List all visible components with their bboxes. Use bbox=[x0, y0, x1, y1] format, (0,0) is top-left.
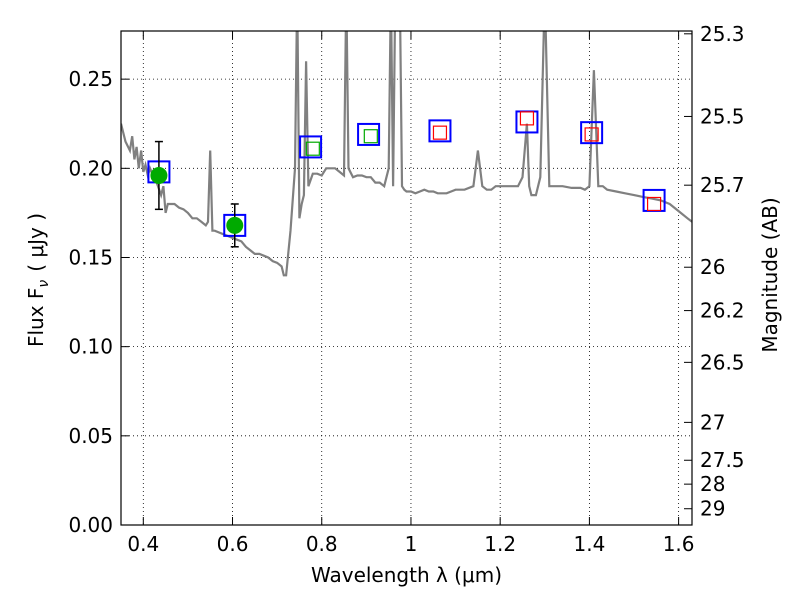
mag-tick-label: 27.5 bbox=[700, 448, 745, 472]
predicted-red-square bbox=[584, 127, 599, 142]
predicted-red-square bbox=[432, 125, 448, 140]
mag-tick-label: 25.7 bbox=[700, 173, 745, 197]
predicted-green-square bbox=[305, 141, 320, 156]
observed-point bbox=[150, 166, 168, 184]
mag-tick-label: 26.2 bbox=[700, 299, 745, 323]
y-tick-label: 0.25 bbox=[68, 67, 113, 91]
mag-tick-label: 26.5 bbox=[700, 350, 745, 374]
right-axis-title: Magnitude (AB) bbox=[758, 197, 782, 352]
y-tick-label: 0.00 bbox=[68, 513, 113, 537]
model-photometry-square bbox=[580, 121, 604, 145]
model-photometry-square bbox=[299, 135, 323, 159]
y-tick-label: 0.05 bbox=[68, 424, 113, 448]
x-tick-label: 0.4 bbox=[127, 532, 159, 556]
x-tick-label: 1.4 bbox=[573, 532, 605, 556]
x-tick-label: 1 bbox=[405, 532, 418, 556]
y-axis-title-main: Flux F bbox=[24, 288, 48, 347]
plot-area bbox=[121, 31, 692, 277]
y-axis-title-subscript: ν bbox=[36, 280, 52, 288]
predicted-red-square bbox=[519, 111, 535, 126]
markers-layer bbox=[147, 110, 666, 248]
y-axis-title-units: ( μJy ) bbox=[24, 213, 48, 272]
x-tick-label: 0.8 bbox=[306, 532, 338, 556]
predicted-red-square bbox=[646, 196, 662, 212]
x-tick-label: 0.6 bbox=[217, 532, 249, 556]
mag-tick-label: 25.3 bbox=[700, 22, 745, 46]
model-photometry-square bbox=[428, 119, 452, 143]
predicted-green-square bbox=[363, 129, 378, 144]
y-axis-title: Flux Fν ( μJy ) bbox=[24, 213, 52, 347]
observed-point bbox=[226, 216, 244, 234]
model-spectrum-line bbox=[121, 31, 692, 277]
y-tick-label: 0.10 bbox=[68, 335, 113, 359]
mag-tick-label: 25.5 bbox=[700, 104, 745, 128]
plot-frame bbox=[120, 30, 693, 526]
mag-tick-label: 26 bbox=[700, 255, 725, 279]
mag-tick-label: 29 bbox=[700, 497, 725, 521]
y-tick-label: 0.20 bbox=[68, 156, 113, 180]
grid-lines bbox=[121, 31, 692, 526]
x-tick-label: 1.6 bbox=[663, 532, 695, 556]
axis-ticks: 0.4 0.6 0.8 1 1.2 1.4 1.6 0.00 0.05 0.10 0.15 0.20 0… bbox=[68, 22, 744, 556]
x-axis-title: Wavelength λ (μm) bbox=[311, 563, 502, 587]
x-tick-label: 1.2 bbox=[484, 532, 516, 556]
model-photometry-square bbox=[357, 122, 381, 146]
y-tick-label: 0.15 bbox=[68, 245, 113, 269]
mag-tick-label: 27 bbox=[700, 410, 725, 434]
mag-tick-label: 28 bbox=[700, 472, 725, 496]
